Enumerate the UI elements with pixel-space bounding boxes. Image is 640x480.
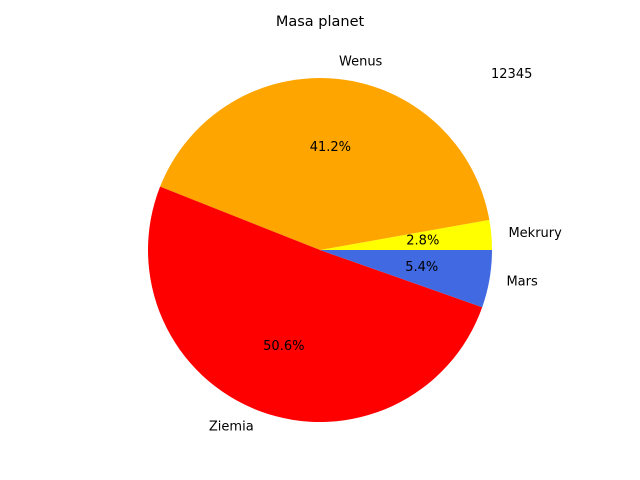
pie-slice-mekrury [320, 219, 492, 250]
pie-slices [147, 78, 492, 423]
slice-label-mars: Mars [506, 274, 538, 289]
slice-percent-mars: 5.4% [405, 260, 438, 275]
pie-slice-mars [320, 250, 492, 308]
slice-percent-mekrury: 2.8% [406, 233, 439, 248]
slice-percent-wenus: 41.2% [310, 140, 351, 155]
slice-label-wenus: Wenus [339, 54, 383, 69]
slice-label-mekrury: Mekrury [508, 226, 562, 241]
pie-slice-wenus [160, 78, 490, 251]
pie-slice-ziemia [147, 186, 483, 423]
pie-labels: Mekrury 2.8% Wenus 41.2% Ziemia 50.6% Mars 5.4% [209, 54, 562, 434]
chart-annotation: 12345 [491, 67, 532, 82]
slice-percent-ziemia: 50.6% [263, 339, 304, 354]
chart-title: Masa planet [276, 14, 365, 30]
slice-label-ziemia: Ziemia [209, 420, 254, 435]
